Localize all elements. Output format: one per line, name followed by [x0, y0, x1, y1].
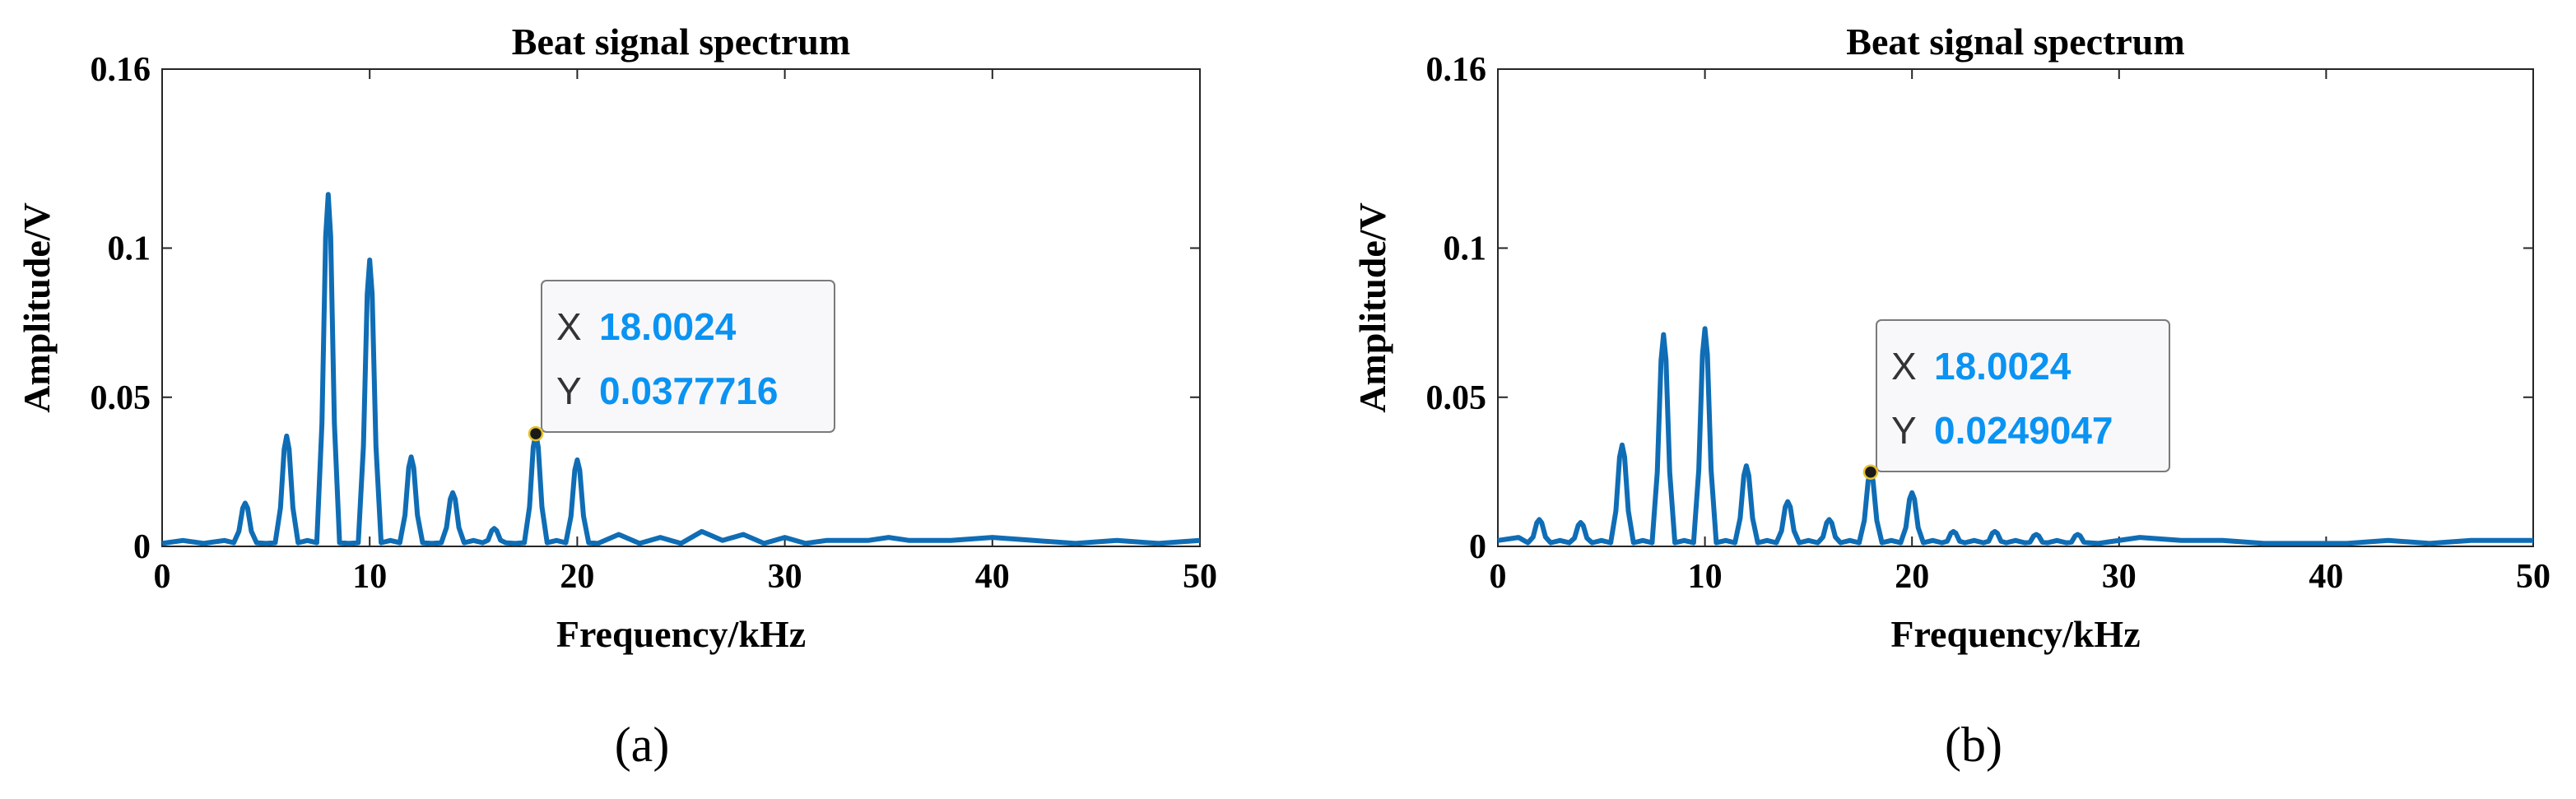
y-tick-label: 0.05 [1426, 379, 1487, 417]
datatip-x-value: 18.0024 [599, 305, 737, 348]
datatip-x-value: 18.0024 [1934, 345, 2071, 388]
datatip-x-key: X [556, 305, 582, 348]
x-tick-label: 40 [975, 558, 1010, 596]
x-axis-label: Frequency/kHz [1890, 613, 2140, 655]
y-tick-label: 0 [133, 528, 151, 566]
x-tick-label: 0 [154, 558, 171, 596]
datatip-y-value: 0.0377716 [599, 369, 778, 412]
datatip-y-value: 0.0249047 [1934, 409, 2113, 452]
y-tick-label: 0.1 [1444, 230, 1487, 268]
chart-panel-2: 0 10 20 30 40 50 0 0.05 0.1 0.16 Beat signal spect… [1351, 21, 2550, 772]
datatip-box [541, 280, 835, 433]
axes-box [1497, 68, 2534, 547]
x-tick-label: 50 [1183, 558, 1217, 596]
spectrum-line [1497, 326, 2533, 546]
datatip-box [1876, 319, 2170, 472]
x-tick-label: 50 [2516, 558, 2550, 596]
datatip-marker [528, 425, 544, 442]
chart-title: Beat signal spectrum [512, 21, 850, 63]
datatip-y-key: Y [556, 369, 582, 412]
x-tick-label: 40 [2309, 558, 2343, 596]
x-tick-label: 20 [1895, 558, 1929, 596]
datatip-marker [1862, 464, 1879, 480]
datatip-x-key: X [1891, 345, 1917, 388]
y-tick-label: 0.16 [91, 51, 151, 89]
chart-title: Beat signal spectrum [1846, 21, 2184, 63]
y-axis-label: Amplitude/V [1351, 202, 1393, 413]
y-axis-label: Amplitude/V [16, 202, 58, 413]
x-tick-label: 30 [768, 558, 802, 596]
y-tick-label: 0 [1469, 528, 1486, 566]
y-tick-label: 0.16 [1426, 51, 1487, 89]
datatip-y-key: Y [1891, 409, 1917, 452]
y-tick-label: 0.1 [108, 230, 151, 268]
chart-panel-1: 0 10 20 30 40 50 0 0.05 0.1 0.16 Beat signal spect… [16, 21, 1217, 772]
panel-caption: (a) [615, 718, 670, 772]
axes-box [161, 68, 1201, 547]
x-tick-label: 30 [2102, 558, 2137, 596]
y-tick-label: 0.05 [91, 379, 151, 417]
x-tick-label: 10 [1688, 558, 1723, 596]
x-tick-label: 10 [352, 558, 387, 596]
x-tick-label: 0 [1490, 558, 1507, 596]
x-axis-label: Frequency/kHz [556, 613, 806, 655]
spectrum-line [161, 192, 1201, 546]
panel-caption: (b) [1945, 718, 2002, 772]
x-tick-label: 20 [560, 558, 594, 596]
